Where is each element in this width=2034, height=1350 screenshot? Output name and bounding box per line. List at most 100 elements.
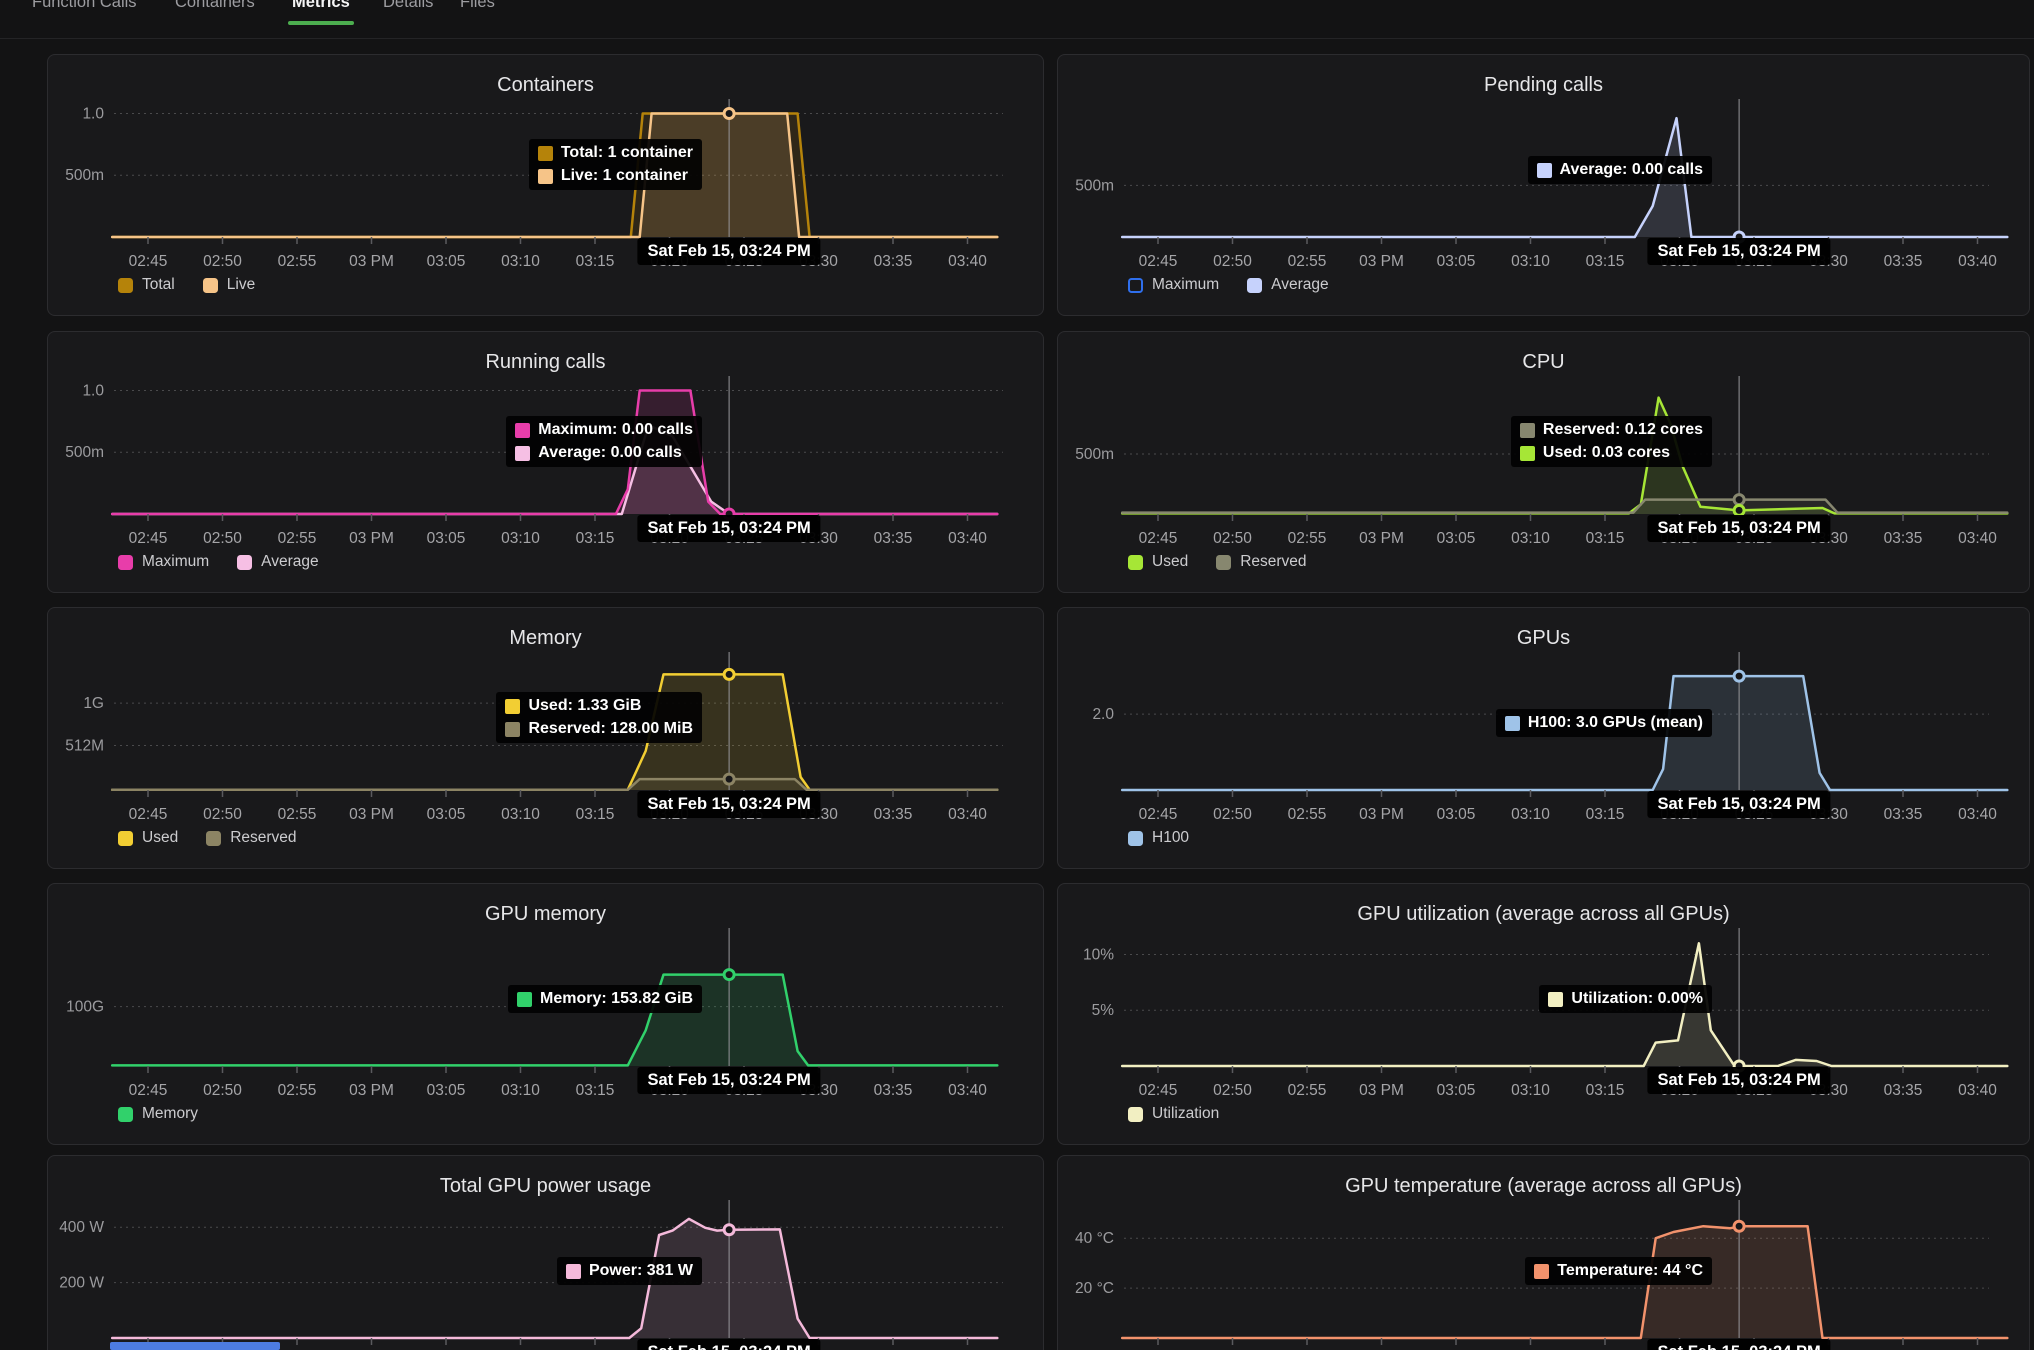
legend-item-maximum[interactable]: Maximum xyxy=(118,553,209,571)
chart-tooltip: Utilization: 0.00% xyxy=(1539,985,1712,1013)
tab-bar: Function Calls Containers Metrics Details Fi… xyxy=(0,0,2034,39)
chart-tooltip: Reserved: 0.12 cores Used: 0.03 cores xyxy=(1510,416,1712,467)
crosshair-date-tooltip: Sat Feb 15, 03:24 PM xyxy=(637,515,821,542)
x-axis-label: 02:55 xyxy=(278,253,317,270)
x-axis-label: 02:55 xyxy=(1288,253,1327,270)
chart-plot[interactable]: 2.0 02:45 02:50 02:55 03 PM 03:05 03:10 03:15 03… xyxy=(1058,608,2031,870)
chart-plot[interactable]: 1.0 500m 02:45 02:50 02:55 03 PM 03:05 03:10 03:… xyxy=(48,332,1045,594)
x-axis-label: 03 PM xyxy=(349,253,394,270)
y-axis-label: 20 °C xyxy=(1075,1280,1114,1297)
legend-swatch xyxy=(1128,1106,1143,1122)
legend-item-utilization[interactable]: Utilization xyxy=(1128,1105,1219,1123)
chart-legend: Memory xyxy=(118,1105,198,1123)
x-axis-label: 03 PM xyxy=(349,530,394,547)
x-axis-label: 02:55 xyxy=(1288,1082,1327,1099)
x-axis-label: 03:35 xyxy=(1884,806,1923,823)
x-axis-label: 03:10 xyxy=(501,806,540,823)
legend-item-average[interactable]: Average xyxy=(237,553,319,571)
tab-metrics[interactable]: Metrics xyxy=(292,0,350,11)
legend-item-average[interactable]: Average xyxy=(1247,276,1329,294)
legend-swatch xyxy=(1128,554,1143,570)
x-axis-label: 02:45 xyxy=(129,1082,168,1099)
x-axis-label: 03 PM xyxy=(1359,530,1404,547)
y-axis-label: 40 °C xyxy=(1075,1230,1114,1247)
tab-files[interactable]: Files xyxy=(460,0,495,11)
x-axis-label: 03:40 xyxy=(948,806,987,823)
tooltip-swatch xyxy=(1519,445,1535,461)
crosshair-marker xyxy=(722,772,736,786)
x-axis-label: 03:10 xyxy=(501,253,540,270)
chart-legend: Used Reserved xyxy=(118,829,297,847)
chart-plot[interactable]: 500m 02:45 02:50 02:55 03 PM 03:05 03:10 03:15 0… xyxy=(1058,55,2031,317)
chart-title: CPU xyxy=(1522,351,1565,373)
tooltip-text: Utilization: 0.00% xyxy=(1571,990,1703,1007)
legend-label: Used xyxy=(1152,553,1189,570)
legend-item-reserved[interactable]: Reserved xyxy=(1216,553,1307,571)
legend-swatch xyxy=(1128,277,1143,293)
legend-swatch xyxy=(118,554,133,570)
bottom-left-blue-strip xyxy=(110,1342,280,1350)
crosshair-marker xyxy=(1732,493,1746,507)
legend-item-used[interactable]: Used xyxy=(1128,553,1188,571)
x-axis-label: 03:15 xyxy=(1586,530,1625,547)
crosshair-date-tooltip: Sat Feb 15, 03:24 PM xyxy=(637,1339,821,1350)
x-axis-label: 03:40 xyxy=(948,1082,987,1099)
y-axis-label: 1.0 xyxy=(82,382,104,399)
legend-item-reserved[interactable]: Reserved xyxy=(206,829,297,847)
series-area-total xyxy=(112,113,998,237)
chart-plot[interactable]: 1.0 500m 02:45 02:50 02:55 03 PM 03:05 03:10 03:… xyxy=(48,55,1045,317)
series-area-reserved xyxy=(112,779,998,790)
legend-label: Average xyxy=(1271,276,1329,293)
chart-tooltip: Power: 381 W xyxy=(556,1257,702,1285)
x-axis-label: 02:50 xyxy=(1213,253,1252,270)
series-area-memory xyxy=(112,974,998,1066)
x-axis-label: 02:50 xyxy=(203,530,242,547)
x-axis-label: 03 PM xyxy=(1359,806,1404,823)
legend-label: Total xyxy=(142,276,175,293)
crosshair-marker xyxy=(722,968,736,982)
x-axis-label: 03:15 xyxy=(1586,806,1625,823)
legend-item-live[interactable]: Live xyxy=(202,276,255,294)
x-axis-label: 03:35 xyxy=(874,1082,913,1099)
tab-details[interactable]: Details xyxy=(383,0,434,11)
x-axis-label: 03 PM xyxy=(1359,1082,1404,1099)
legend-label: Reserved xyxy=(1240,553,1307,570)
x-axis-label: 03:15 xyxy=(1586,1082,1625,1099)
x-axis-label: 03:10 xyxy=(501,530,540,547)
chart-title: Memory xyxy=(509,627,582,649)
tab-containers[interactable]: Containers xyxy=(175,0,255,11)
legend-item-maximum[interactable]: Maximum xyxy=(1128,276,1219,294)
x-axis-label: 03:40 xyxy=(1958,530,1997,547)
x-axis-label: 02:45 xyxy=(129,806,168,823)
tooltip-text: Used: 0.03 cores xyxy=(1542,444,1671,461)
chart-tooltip: Maximum: 0.00 calls Average: 0.00 calls xyxy=(506,416,702,467)
x-axis-label: 03:10 xyxy=(1511,530,1550,547)
x-axis-label: 03:40 xyxy=(948,530,987,547)
x-axis-label: 03:05 xyxy=(1437,1082,1476,1099)
tooltip-text: Power: 381 W xyxy=(588,1262,693,1279)
y-axis-label: 500m xyxy=(1075,446,1114,463)
chart-tooltip: Total: 1 container Live: 1 container xyxy=(528,139,702,190)
tooltip-text: Used: 1.33 GiB xyxy=(528,697,642,714)
series-line-power xyxy=(110,1217,999,1340)
tooltip-text: Average: 0.00 calls xyxy=(1559,161,1704,178)
series-area-power xyxy=(112,1218,998,1338)
series-area-temperature xyxy=(1122,1226,2008,1338)
tab-function-calls[interactable]: Function Calls xyxy=(32,0,137,11)
legend-item-h100[interactable]: H100 xyxy=(1128,829,1189,847)
legend-swatch xyxy=(118,277,133,293)
active-tab-underline xyxy=(288,21,354,25)
tooltip-text: Total: 1 container xyxy=(560,144,693,161)
y-axis-label: 512M xyxy=(65,738,104,755)
y-axis-label: 1.0 xyxy=(82,105,104,122)
legend-item-total[interactable]: Total xyxy=(118,276,175,294)
legend-swatch xyxy=(118,1106,133,1122)
legend-item-used[interactable]: Used xyxy=(118,829,178,847)
x-axis-label: 02:45 xyxy=(1139,530,1178,547)
x-axis-label: 02:45 xyxy=(129,530,168,547)
x-axis-label: 03:40 xyxy=(1958,253,1997,270)
x-axis-label: 02:55 xyxy=(278,1082,317,1099)
legend-item-memory[interactable]: Memory xyxy=(118,1105,198,1123)
